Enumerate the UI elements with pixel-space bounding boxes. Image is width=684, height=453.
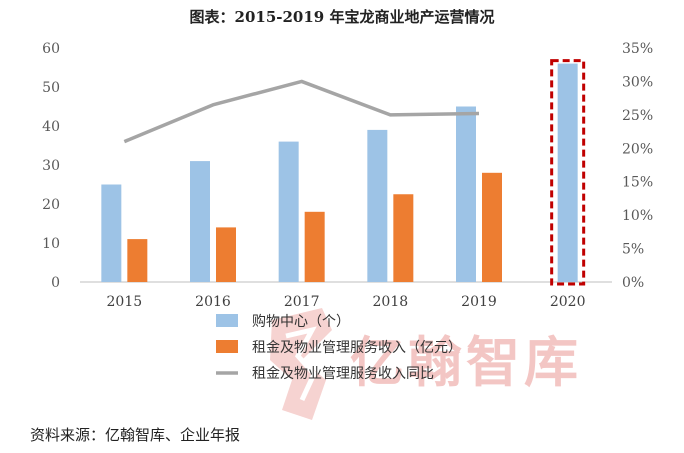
y-right-tick-label: 0% xyxy=(622,275,644,291)
bar-series-2 xyxy=(127,239,148,282)
legend-label-bar1: 购物中心（个） xyxy=(252,314,350,330)
bar-series-1 xyxy=(456,106,476,282)
y-right-tick-label: 35% xyxy=(622,41,653,57)
y-left-tick-label: 50 xyxy=(42,80,60,96)
x-tick-label: 2015 xyxy=(107,294,143,310)
highlight-box-2020 xyxy=(550,59,586,286)
y-left-tick-label: 60 xyxy=(42,41,60,57)
bar-series-1 xyxy=(190,161,210,282)
bar-series-2 xyxy=(393,194,414,282)
y-right-tick-label: 20% xyxy=(622,141,653,157)
bar-series-2 xyxy=(216,227,236,282)
legend-swatch-bar2 xyxy=(216,340,238,353)
bar-series-1 xyxy=(557,63,578,282)
x-tick-label: 2018 xyxy=(373,294,409,310)
legend-label-line: 租金及物业管理服务收入同比 xyxy=(252,366,434,382)
y-right-tick-label: 30% xyxy=(622,74,653,90)
x-tick-label: 2016 xyxy=(195,294,231,310)
line-series-yoy xyxy=(123,79,480,144)
bar-series-1 xyxy=(278,141,299,282)
legend-label-bar2: 租金及物业管理服务收入（亿元） xyxy=(252,340,462,356)
y-left-tick-label: 20 xyxy=(42,197,60,213)
y-right-tick-label: 10% xyxy=(622,208,653,224)
y-left-tick-label: 10 xyxy=(42,236,60,252)
bar-series-1 xyxy=(367,129,388,282)
source-note: 资料来源：亿翰智库、企业年报 xyxy=(30,426,241,444)
x-tick-label: 2020 xyxy=(550,294,586,310)
y-left-tick-label: 0 xyxy=(51,275,60,291)
x-tick-label: 2017 xyxy=(284,294,320,310)
bar-series-2 xyxy=(482,172,502,282)
watermark: 亿翰智库 xyxy=(262,300,682,430)
y-left-tick-label: 30 xyxy=(42,158,60,174)
bar-series-1 xyxy=(101,184,122,282)
watermark-logo xyxy=(270,308,332,420)
x-tick-label: 2019 xyxy=(461,294,497,310)
y-left-tick-label: 40 xyxy=(42,119,60,135)
y-right-tick-label: 25% xyxy=(622,108,653,124)
y-right-tick-label: 15% xyxy=(622,175,653,191)
y-right-tick-label: 5% xyxy=(622,242,644,258)
bar-series-2 xyxy=(304,211,325,282)
watermark-text: 亿翰智库 xyxy=(350,331,582,394)
legend-swatch-bar1 xyxy=(216,314,238,327)
chart-title: 图表：2015-2019 年宝龙商业地产运营情况 xyxy=(189,8,495,26)
